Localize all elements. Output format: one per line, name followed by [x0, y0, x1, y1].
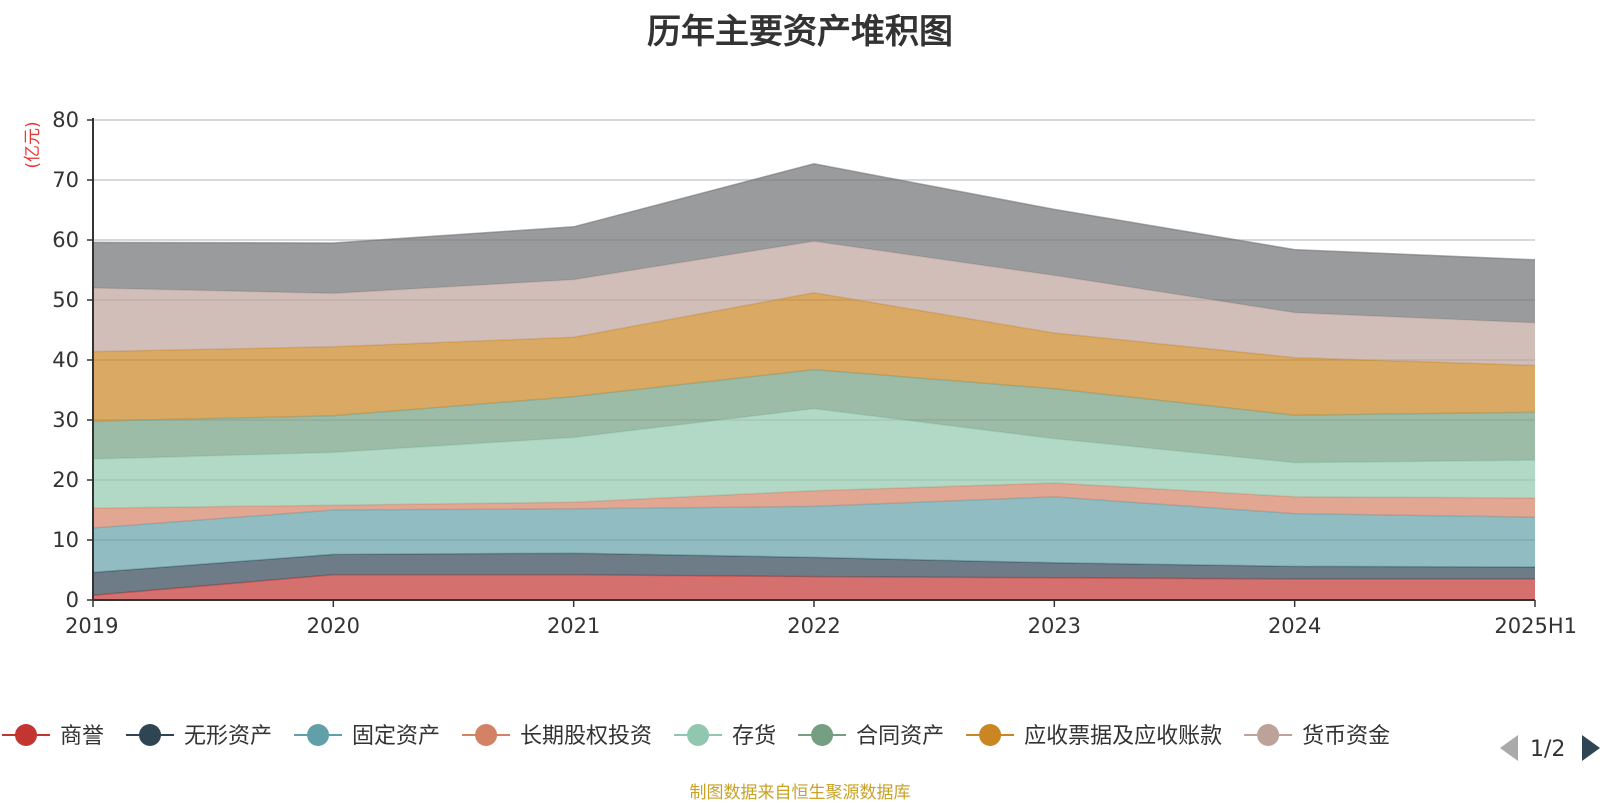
legend-label: 货币资金	[1302, 724, 1390, 749]
area-series-4[interactable]	[93, 408, 1535, 509]
area-series-edge-8	[92, 163, 1536, 261]
x-tick-label: 2023	[1028, 614, 1081, 638]
legend-pager[interactable]: 1/2	[1500, 735, 1600, 762]
chart-title: 历年主要资产堆积图	[647, 12, 953, 52]
x-tick-label: 2025H1	[1494, 614, 1577, 638]
legend: 商誉 无形资产 固定资产 长期股权投资 存货 合同资产 应收票据及应收账款 货币资金	[2, 724, 1390, 749]
legend-item-7[interactable]: 货币资金	[1244, 724, 1390, 749]
legend-marker	[979, 724, 1002, 746]
legend-item-6[interactable]: 应收票据及应收账款	[966, 724, 1222, 749]
legend-label: 应收票据及应收账款	[1024, 724, 1222, 749]
y-tick-label: 70	[52, 168, 79, 192]
legend-marker	[307, 724, 330, 746]
x-tick-label: 2022	[787, 614, 840, 638]
area-series-7[interactable]	[93, 241, 1535, 366]
y-tick-label: 60	[52, 228, 79, 252]
area-series-2[interactable]	[93, 496, 1535, 573]
legend-item-2[interactable]: 固定资产	[294, 724, 440, 749]
legend-marker	[15, 724, 37, 746]
area-series-3[interactable]	[93, 483, 1535, 528]
legend-label: 长期股权投资	[520, 724, 652, 749]
legend-label: 合同资产	[856, 724, 944, 749]
y-tick-label: 50	[52, 288, 79, 312]
data-source-note: 制图数据来自恒生聚源数据库	[689, 783, 911, 803]
legend-label: 无形资产	[184, 724, 272, 749]
y-tick-label: 30	[52, 408, 79, 432]
legend-item-3[interactable]: 长期股权投资	[462, 724, 652, 749]
legend-marker	[811, 724, 834, 746]
legend-label: 商誉	[60, 724, 104, 749]
area-series-0[interactable]	[93, 574, 1535, 600]
legend-prev-page-icon[interactable]	[1500, 735, 1518, 761]
legend-marker	[139, 724, 162, 746]
y-tick-label: 10	[52, 528, 79, 552]
legend-marker	[475, 724, 498, 746]
x-tick-label: 2020	[307, 614, 360, 638]
y-tick-label: 40	[52, 348, 79, 372]
x-tick-label: 2024	[1268, 614, 1321, 638]
legend-item-1[interactable]: 无形资产	[126, 724, 272, 749]
legend-item-4[interactable]: 存货	[674, 724, 776, 749]
axis-layer: 0 10 20 30 40 50 60 70 80 2019 2020 2021 2022 2023 202…	[52, 108, 1577, 638]
legend-marker	[1257, 724, 1280, 746]
area-series-5[interactable]	[93, 369, 1535, 463]
y-tick-label: 80	[52, 108, 79, 132]
x-tick-label: 2021	[547, 614, 600, 638]
area-series-8[interactable]	[93, 163, 1535, 323]
legend-page-indicator: 1/2	[1530, 737, 1565, 762]
area-series-6[interactable]	[93, 292, 1535, 422]
legend-item-0[interactable]: 商誉	[2, 724, 104, 749]
area-layer	[92, 163, 1536, 600]
legend-marker	[687, 724, 710, 746]
y-tick-label: 0	[66, 588, 79, 612]
legend-label: 固定资产	[352, 724, 440, 749]
area-series-1[interactable]	[93, 553, 1535, 596]
legend-label: 存货	[732, 724, 776, 749]
legend-next-page-icon[interactable]	[1582, 735, 1600, 761]
y-tick-label: 20	[52, 468, 79, 492]
y-unit-label: (亿元)	[23, 121, 43, 168]
x-tick-label: 2019	[65, 614, 118, 638]
legend-item-5[interactable]: 合同资产	[798, 724, 944, 749]
